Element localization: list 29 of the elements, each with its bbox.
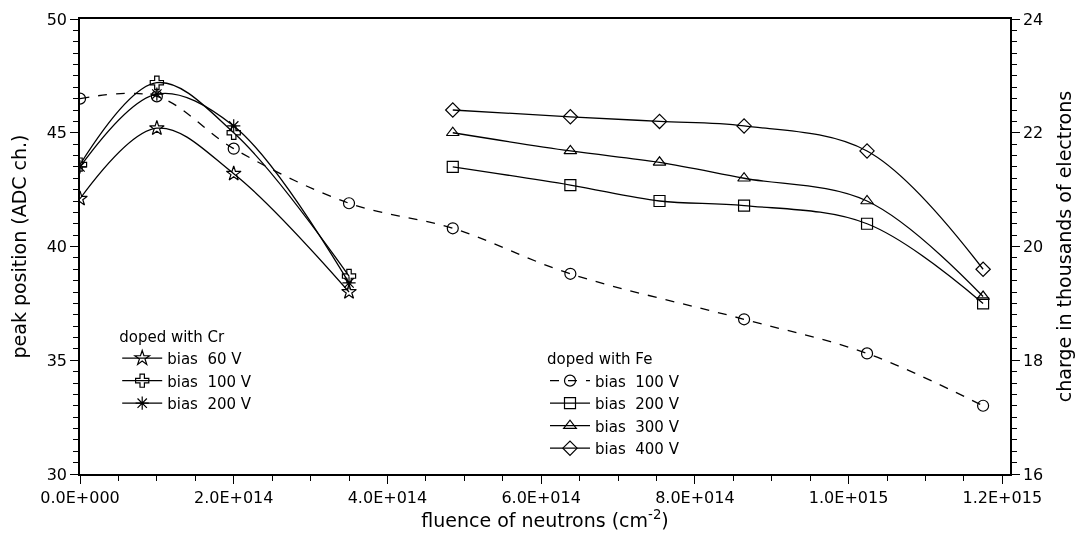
y-tick-label: 50: [46, 9, 68, 29]
x-tick-label: 1.2E+015: [962, 487, 1043, 507]
x-axis-title: fluence of neutrons (cm$^{-2}$): [421, 506, 669, 531]
legend-label: bias 60 V: [167, 350, 243, 368]
y2-axis-title: charge in thousands of electrons: [1052, 90, 1075, 403]
x-tick-label: 0.0E+000: [40, 487, 120, 507]
x-tick-label: 4.0E+014: [347, 487, 428, 507]
y-tick-label: 45: [46, 123, 68, 143]
legend-label: bias 100 V: [167, 372, 252, 391]
x-tick-label: 1.0E+015: [808, 487, 889, 507]
legend-label: bias 200 V: [167, 395, 252, 413]
legend-label: bias 200 V: [595, 395, 680, 413]
y2-tick-label: 22: [1022, 123, 1044, 143]
y-tick-label: 40: [46, 237, 68, 257]
y-tick-label: 35: [46, 350, 68, 370]
x-tick-label: 6.0E+014: [501, 487, 581, 507]
annotation: doped with Cr: [119, 327, 225, 346]
x-tick-label: 8.0E+014: [655, 487, 735, 507]
y-tick-label: 30: [46, 464, 68, 484]
legend-label: bias 400 V: [595, 440, 680, 458]
y2-tick-label: 24: [1022, 9, 1044, 29]
legend-label: bias 100 V: [595, 372, 680, 391]
x-tick-label: 2.0E+014: [193, 487, 274, 507]
legend-label: bias 300 V: [595, 417, 680, 436]
y2-tick-label: 20: [1022, 237, 1044, 257]
y2-tick-label: 16: [1022, 464, 1044, 484]
annotation: doped with Fe: [547, 350, 653, 369]
y2-tick-label: 18: [1022, 350, 1044, 370]
y-axis-title: peak position (ADC ch.): [8, 134, 31, 359]
